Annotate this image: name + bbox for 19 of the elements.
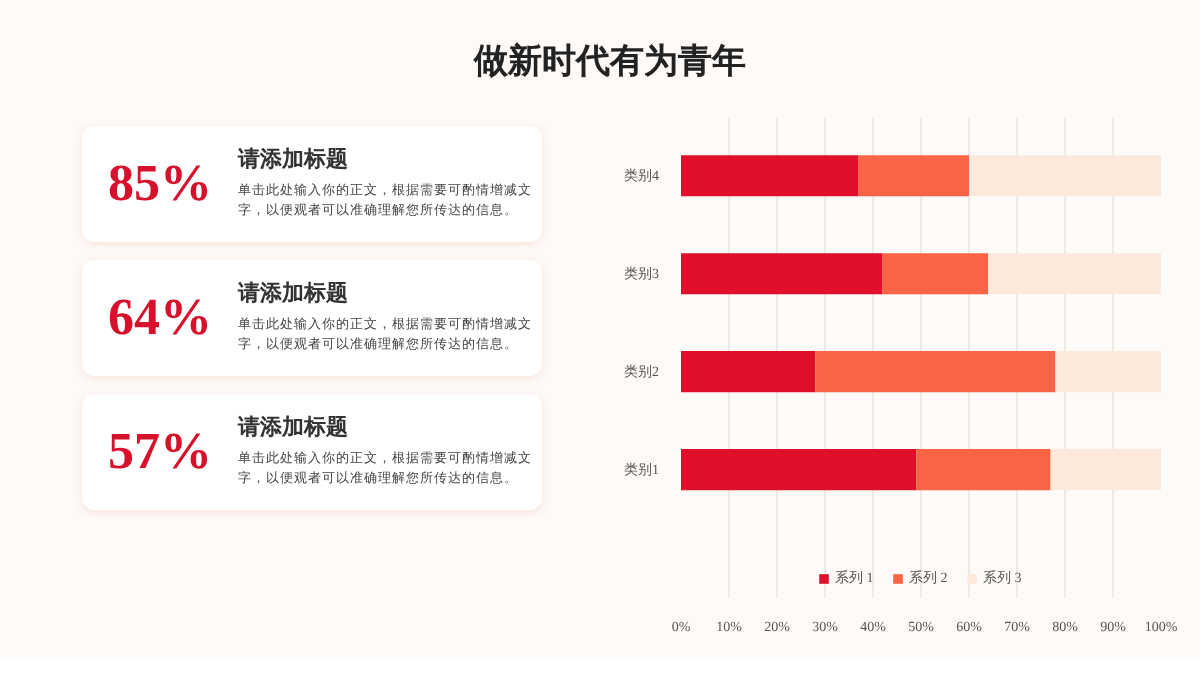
text: 请添加标题 bbox=[238, 146, 350, 177]
text: 57% bbox=[106, 422, 214, 480]
bar bbox=[681, 351, 816, 393]
bar bbox=[681, 253, 883, 295]
text: 85% bbox=[106, 154, 214, 212]
bar bbox=[815, 351, 1056, 393]
text: 64% bbox=[106, 288, 214, 346]
bar bbox=[858, 155, 969, 197]
bar bbox=[988, 253, 1161, 295]
bar bbox=[1055, 351, 1161, 393]
text: 请添加标题 bbox=[238, 280, 350, 311]
bar bbox=[882, 253, 989, 295]
bar bbox=[1050, 449, 1161, 491]
bar bbox=[681, 155, 859, 197]
bar bbox=[969, 155, 1161, 197]
bar bbox=[916, 449, 1051, 491]
bar bbox=[681, 449, 917, 491]
chart-title: 做新时代有为青年 bbox=[471, 40, 748, 84]
text: 请添加标题 bbox=[238, 414, 350, 445]
